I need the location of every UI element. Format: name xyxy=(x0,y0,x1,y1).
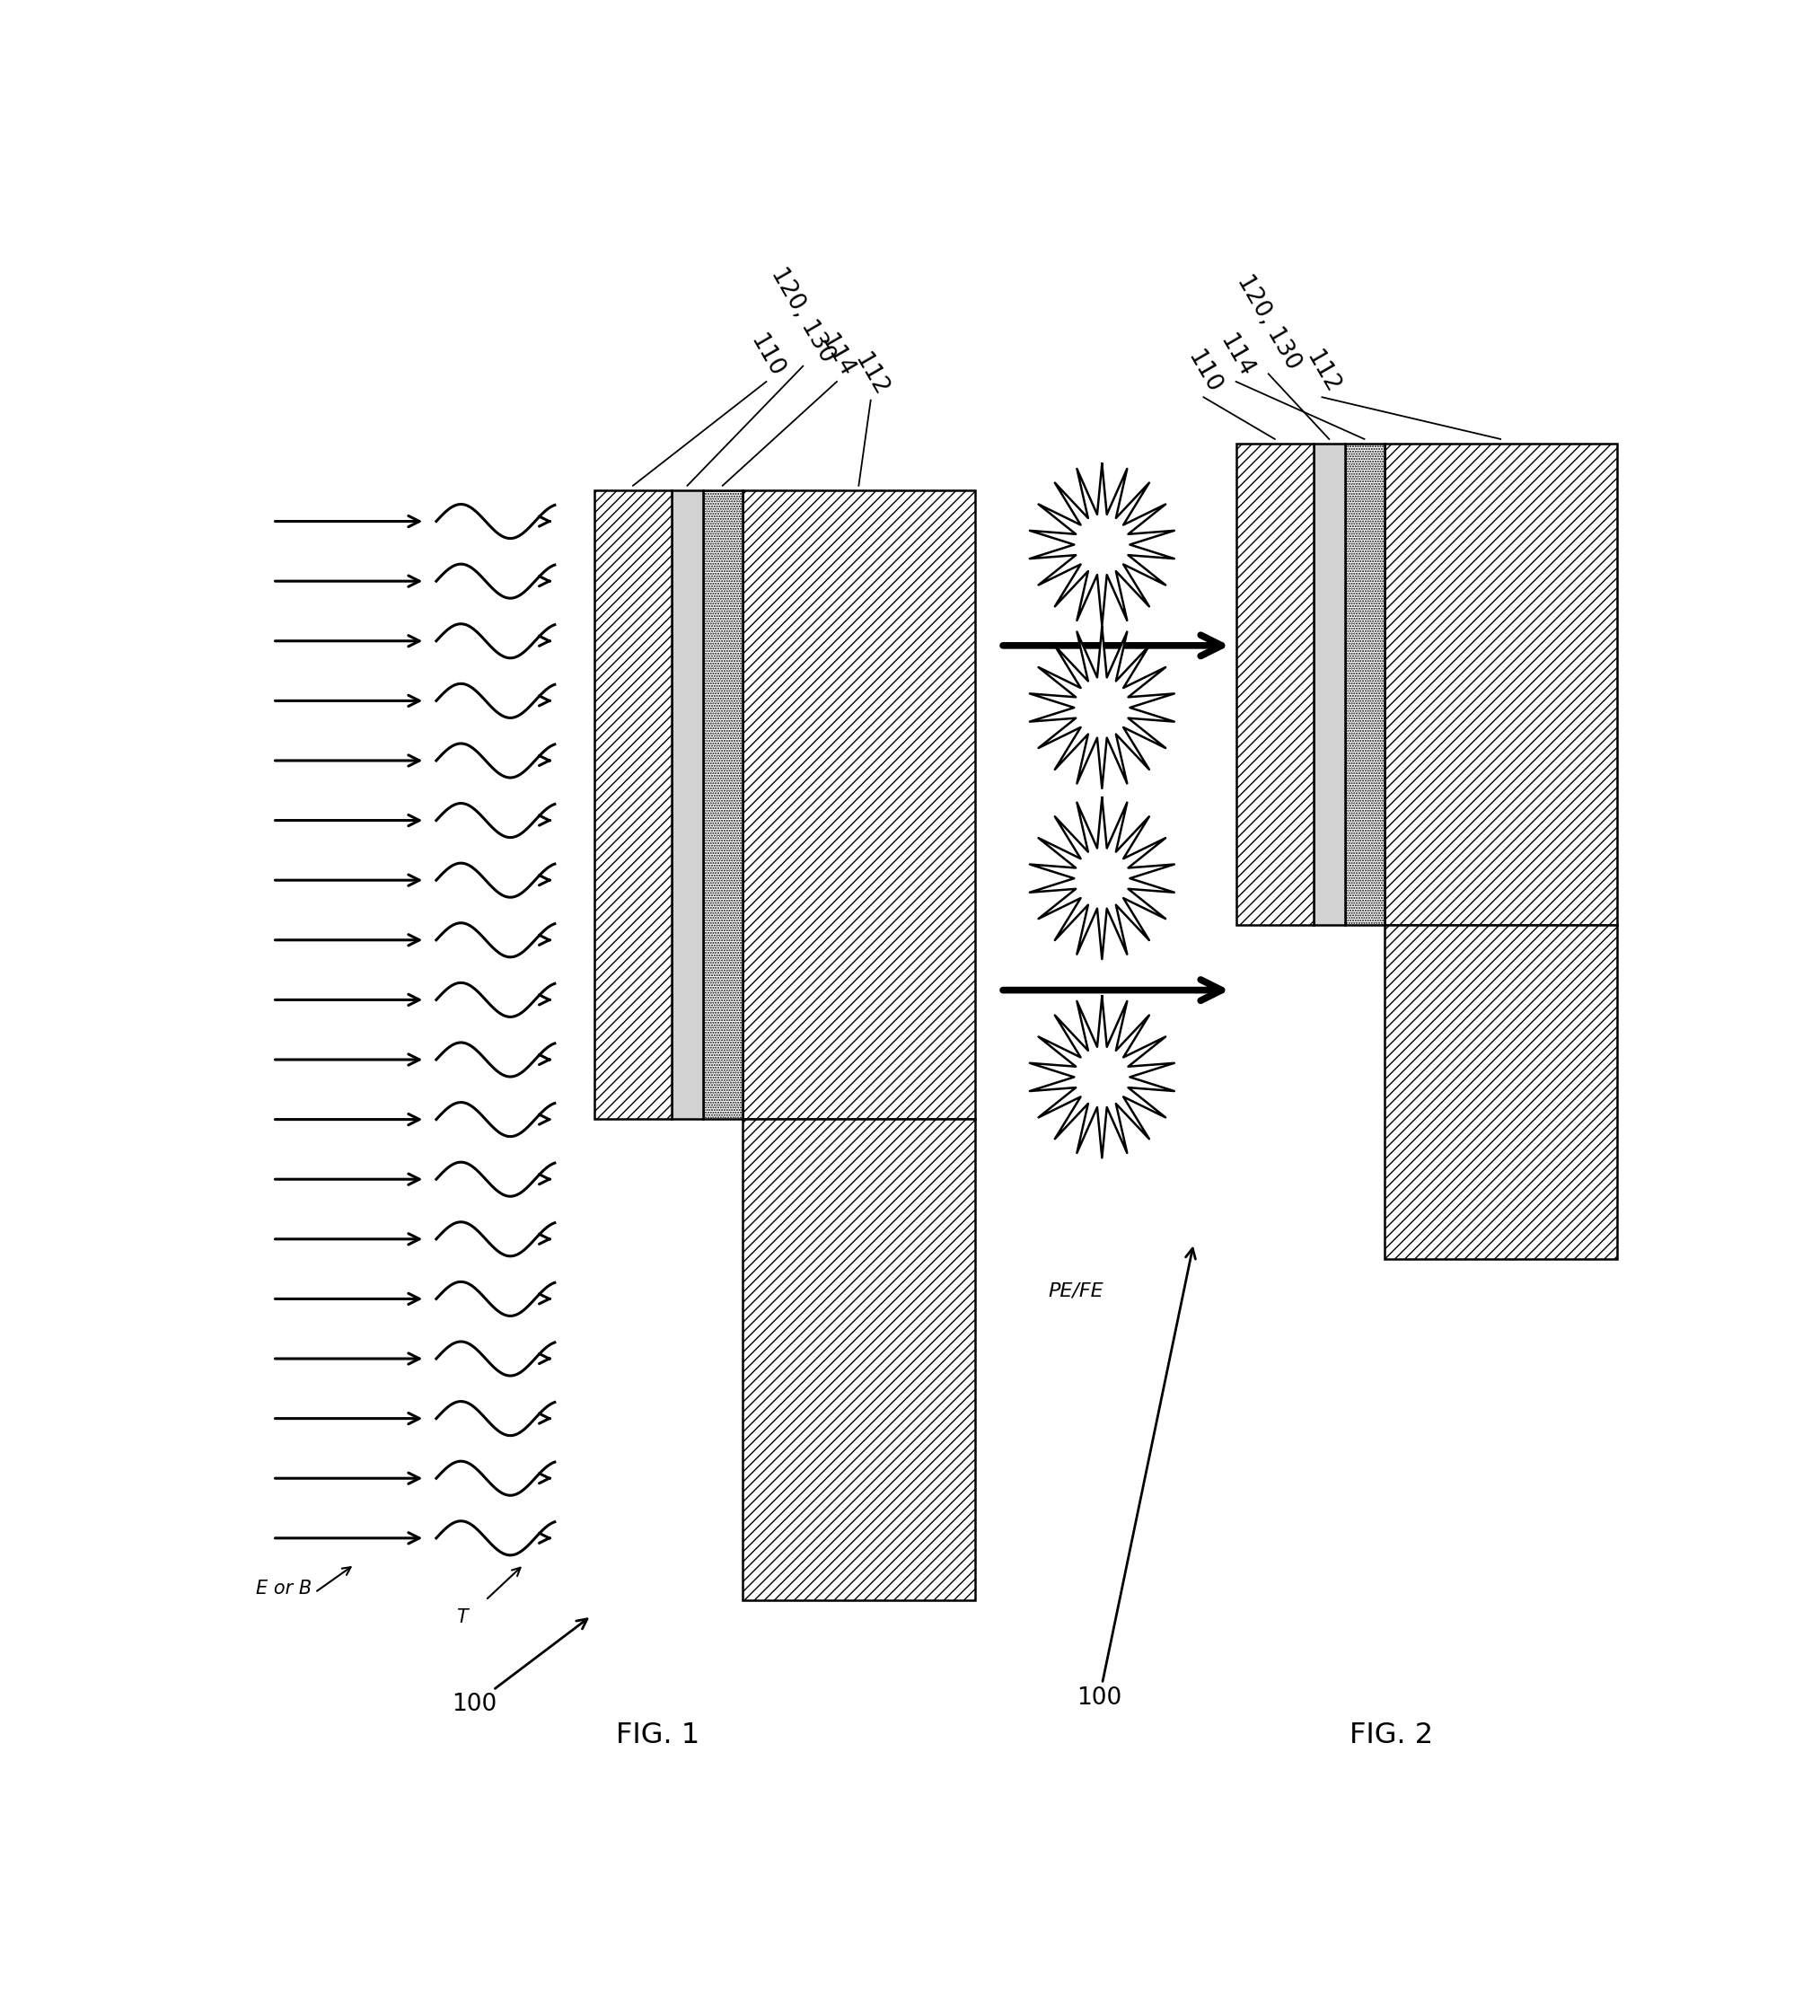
Polygon shape xyxy=(1030,464,1174,625)
Text: T: T xyxy=(457,1609,468,1627)
Bar xyxy=(703,490,743,1119)
Polygon shape xyxy=(1030,798,1174,960)
Bar xyxy=(1345,444,1385,925)
Text: FIG. 1: FIG. 1 xyxy=(615,1722,699,1750)
Polygon shape xyxy=(1030,996,1174,1157)
Text: PE/FE: PE/FE xyxy=(1048,1282,1103,1300)
Polygon shape xyxy=(1030,627,1174,788)
Text: 110: 110 xyxy=(744,331,788,381)
Bar xyxy=(743,490,976,1119)
Text: E or B: E or B xyxy=(255,1581,311,1599)
Text: 114: 114 xyxy=(1214,331,1258,381)
Bar xyxy=(1236,444,1314,925)
Text: 112: 112 xyxy=(1301,347,1343,397)
Bar xyxy=(1383,444,1616,925)
Bar xyxy=(743,1119,976,1601)
Bar xyxy=(1383,925,1616,1258)
Text: 112: 112 xyxy=(850,349,892,401)
Text: FIG. 2: FIG. 2 xyxy=(1349,1722,1432,1750)
Bar xyxy=(593,490,672,1119)
Text: 120, 130: 120, 130 xyxy=(766,264,839,367)
Text: 100: 100 xyxy=(1077,1248,1196,1710)
Text: 100: 100 xyxy=(451,1619,588,1716)
Bar xyxy=(672,490,703,1119)
Text: 120, 130: 120, 130 xyxy=(1232,270,1305,373)
Text: 110: 110 xyxy=(1183,347,1225,397)
Bar xyxy=(1314,444,1345,925)
Text: 114: 114 xyxy=(815,331,859,381)
